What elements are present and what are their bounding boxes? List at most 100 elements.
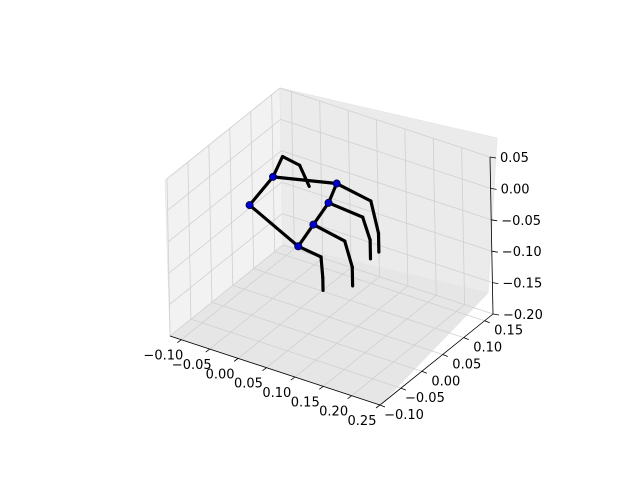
y-axis-line [379,313,494,406]
z-gridline-left [169,244,284,337]
joint-wrist [245,201,254,210]
z-tick [491,219,498,222]
z-tick-label: 0.00 [501,182,530,197]
y-gridline-wall [166,178,171,337]
x-tick-label: 0.25 [348,414,377,429]
y-tick [379,404,386,408]
skeleton-bones [247,154,381,292]
bone-ring2-ring3 [343,239,354,269]
z-gridline-right [281,181,492,252]
bone-middle2-middle3 [361,215,372,242]
bone-ring1-middle1 [311,201,331,227]
y-tick [421,370,428,374]
y-gridline-floor [190,318,402,389]
y-gridline-wall [250,111,255,269]
y-tick-label: 0.10 [473,341,502,356]
bone-thumb2-thumb3 [280,154,302,167]
y-gridline-wall [208,145,213,303]
x-tick [205,348,210,353]
axis-lines [169,156,494,406]
z-gridline-right [281,150,492,221]
bone-index2-index3 [369,199,381,235]
x-gridline-wall [432,138,437,296]
x-tick [177,339,182,344]
bone-pinky1-pinky2 [296,244,323,259]
z-tick [491,250,498,253]
bone-wrist-thumb1 [247,175,275,207]
y-tick-label: −0.10 [384,408,424,423]
y-gridline-floor [253,268,464,338]
y-tick-label: 0.15 [494,324,523,339]
bone-middle1-middle2 [326,201,365,219]
z-gridline-left [167,150,282,243]
z-tick [490,188,497,190]
x-axis-line [169,335,381,406]
z-tick [492,282,499,284]
x-gridline-floor [351,304,465,396]
x-gridline-wall [461,147,466,305]
joint-middle1 [324,198,333,207]
x-tick [347,395,352,399]
x-tick [319,386,324,390]
x-gridline-wall [404,129,409,287]
z-tick-label: −0.15 [502,277,542,292]
z-axis-line [489,156,494,315]
x-tick-label: 0.10 [262,386,291,401]
z-tick-label: −0.05 [501,214,541,229]
x-gridline-wall [319,101,324,259]
x-tick-label: 0.15 [291,395,320,410]
y-gridline-floor [211,301,422,372]
bone-thumb3-thumb4 [298,163,311,188]
bone-index1-index2 [335,181,373,203]
z-gridline-right [280,119,491,189]
y-gridline-floor [274,251,485,322]
bone-pinky2-pinky3 [319,255,325,280]
z-gridline-left [169,213,283,305]
x-tick-label: 0.00 [206,367,235,382]
skeleton-joints [245,172,341,251]
bone-wrist-pinky1 [247,203,300,248]
z-tick-label: −0.10 [502,245,542,260]
y-tick [484,320,490,324]
y-tick [442,354,448,357]
y-gridline-floor [232,285,443,355]
x-tick-label: 0.20 [319,405,348,420]
y-tick [463,337,469,340]
joint-index1 [332,179,341,188]
y-gridline-wall [229,128,234,286]
bone-thumb1-index1 [271,175,339,186]
tick-marks [177,156,500,409]
x-gridline-floor [266,276,380,369]
y-tick-label: 0.00 [431,374,460,389]
x-gridline-floor [237,267,352,359]
joint-ring1 [309,220,318,229]
y-tick [400,387,407,391]
z-tick-label: 0.05 [500,151,529,166]
x-gridline-wall [290,91,295,249]
x-tick-label: 0.05 [234,377,263,392]
z-gridline-left [167,119,281,211]
joint-thumb1 [269,172,278,181]
z-gridline-left [168,181,283,274]
bone-pinky1-ring1 [296,222,315,248]
x-gridline-floor [322,295,437,387]
x-tick [262,367,267,372]
x-tick-label: −0.05 [172,358,212,373]
tick-labels: −0.10−0.050.000.050.100.150.200.25 −0.10−… [143,151,542,429]
x-tick [233,358,239,362]
z-tick [489,156,497,159]
x-tick [290,376,296,381]
y-tick-label: 0.05 [452,357,481,372]
y-gridline-wall [187,162,192,320]
joint-pinky1 [294,242,303,251]
y-tick-label: −0.05 [405,391,445,406]
x-gridline-floor [209,257,323,350]
x-tick-label: −0.10 [143,349,183,364]
z-tick-label: −0.20 [503,308,543,323]
z-tick [492,313,500,316]
x-tick [375,404,381,409]
x-gridline-floor [294,285,409,378]
x-gridline-floor [181,248,295,341]
